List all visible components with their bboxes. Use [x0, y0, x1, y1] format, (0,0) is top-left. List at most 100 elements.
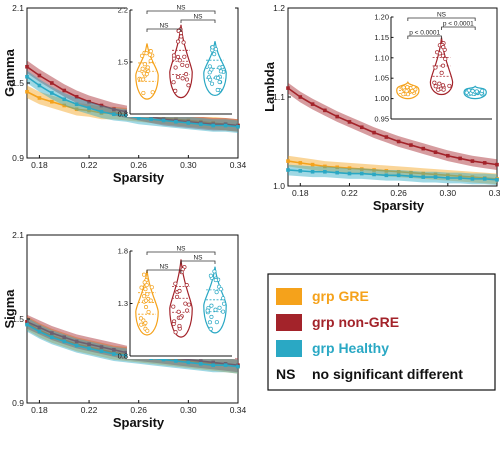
- violin-point-2: [218, 287, 223, 292]
- y-axis-label: Lambda: [262, 61, 277, 112]
- violin-point-0: [410, 88, 415, 94]
- series-point-2: [384, 173, 389, 178]
- series-point-1: [87, 342, 91, 346]
- significance-bracket: [146, 251, 216, 255]
- violin-point-2: [214, 320, 219, 325]
- y-tick-label: 1.0: [273, 181, 285, 191]
- inset-y-tick-label: 1.20: [374, 13, 389, 22]
- significance-bracket: [146, 269, 182, 273]
- series-point-1: [211, 360, 215, 365]
- violin-point-1: [175, 75, 181, 80]
- x-tick-label: 0.18: [31, 160, 48, 170]
- significance-label: NS: [437, 12, 447, 19]
- violin-point-2: [470, 88, 475, 93]
- violin-point-0: [142, 280, 147, 285]
- violin-point-2: [474, 89, 479, 94]
- violin-point-1: [186, 302, 192, 307]
- inset-y-tick-label: 1.5: [118, 58, 128, 67]
- series-point-0: [87, 108, 91, 113]
- inset-violin-2: 0.8 1.3 1.8 NS NS NS: [118, 246, 235, 361]
- violin-point-1: [185, 63, 190, 68]
- series-point-1: [446, 153, 450, 158]
- series-point-2: [446, 176, 450, 180]
- legend-symbol-ns: NS: [276, 366, 295, 382]
- legend-swatch-gre: [276, 288, 302, 305]
- violin-point-2: [221, 309, 226, 314]
- violin-point-1: [176, 39, 181, 44]
- chart-panel-0: 0.18 0.22 0.26 0.30 0.34 0.9 1.5 2.1 Sparsity Gam…: [2, 3, 247, 185]
- violin-point-0: [142, 294, 147, 299]
- inset-y-tick-label: 1.10: [374, 53, 389, 62]
- inset-background: [388, 14, 495, 122]
- series-point-1: [50, 331, 54, 335]
- series-point-1: [186, 357, 191, 362]
- violin-point-2: [209, 81, 215, 86]
- violin-point-0: [148, 58, 153, 64]
- x-tick-label: 0.22: [81, 405, 98, 415]
- inset-y-tick-label: 0.8: [118, 352, 128, 361]
- violin-point-0: [144, 51, 149, 56]
- series-point-1: [124, 350, 129, 355]
- series-point-2: [124, 353, 129, 358]
- violin-point-0: [141, 272, 147, 277]
- series-point-2: [50, 335, 54, 339]
- legend-swatch-nongre: [276, 314, 302, 331]
- violin-point-1: [433, 84, 438, 89]
- violin-point-1: [173, 281, 178, 286]
- violin-point-2: [209, 314, 214, 319]
- chart-panel-1: 0.18 0.22 0.26 0.30 0.34 1.0 1.1 1.2 Sparsity Lam…: [262, 3, 500, 213]
- violin-point-1: [179, 34, 184, 39]
- violin-point-0: [140, 66, 145, 71]
- violin-point-1: [440, 63, 446, 68]
- series-point-2: [174, 359, 178, 363]
- violin-0: [396, 81, 420, 100]
- significance-bracket: [146, 28, 182, 32]
- violin-point-0: [146, 309, 151, 315]
- series-line-0: [287, 160, 498, 180]
- violin-point-2: [480, 88, 485, 93]
- violin-point-0: [140, 53, 145, 58]
- violin-point-2: [205, 308, 210, 313]
- series-point-1: [74, 94, 79, 99]
- series-point-2: [112, 112, 116, 117]
- x-tick-label: 0.18: [31, 405, 48, 415]
- violin-point-1: [436, 87, 441, 92]
- violin-point-1: [179, 270, 184, 275]
- series-point-2: [286, 168, 290, 172]
- x-axis-label: Sparsity: [113, 415, 165, 430]
- series-point-2: [409, 174, 413, 179]
- series-point-0: [421, 171, 426, 176]
- violin-point-1: [171, 53, 177, 58]
- violin-point-2: [207, 320, 212, 325]
- violin-point-1: [177, 58, 182, 63]
- violin-point-2: [222, 301, 227, 306]
- violin-point-2: [215, 75, 221, 80]
- violin-point-2: [212, 269, 217, 274]
- series-line-1: [287, 87, 498, 166]
- significance-label: NS: [176, 5, 186, 12]
- violin-point-1: [178, 315, 183, 320]
- violin-point-1: [184, 72, 189, 77]
- inset-y-tick-label: 0.8: [118, 110, 128, 119]
- violin-point-2: [208, 326, 213, 331]
- series-point-1: [99, 345, 104, 349]
- series-point-2: [25, 74, 29, 79]
- significance-label: p < 0.0001: [409, 30, 440, 37]
- series-point-2: [99, 109, 104, 114]
- violin-point-1: [440, 83, 446, 88]
- violin-point-1: [171, 322, 176, 327]
- violin-point-1: [185, 308, 190, 313]
- violin-point-1: [171, 80, 176, 85]
- series-point-2: [359, 171, 364, 176]
- violin-point-0: [143, 304, 149, 310]
- violin-point-0: [405, 85, 410, 90]
- x-tick-label: 0.34: [230, 405, 247, 415]
- series-point-2: [161, 118, 166, 123]
- series-point-2: [198, 122, 203, 127]
- series-point-1: [482, 161, 487, 165]
- significance-label: p < 0.0001: [443, 21, 474, 28]
- series-point-1: [384, 135, 389, 139]
- violin-point-0: [141, 90, 146, 96]
- inset-y-tick-label: 1.8: [118, 247, 128, 256]
